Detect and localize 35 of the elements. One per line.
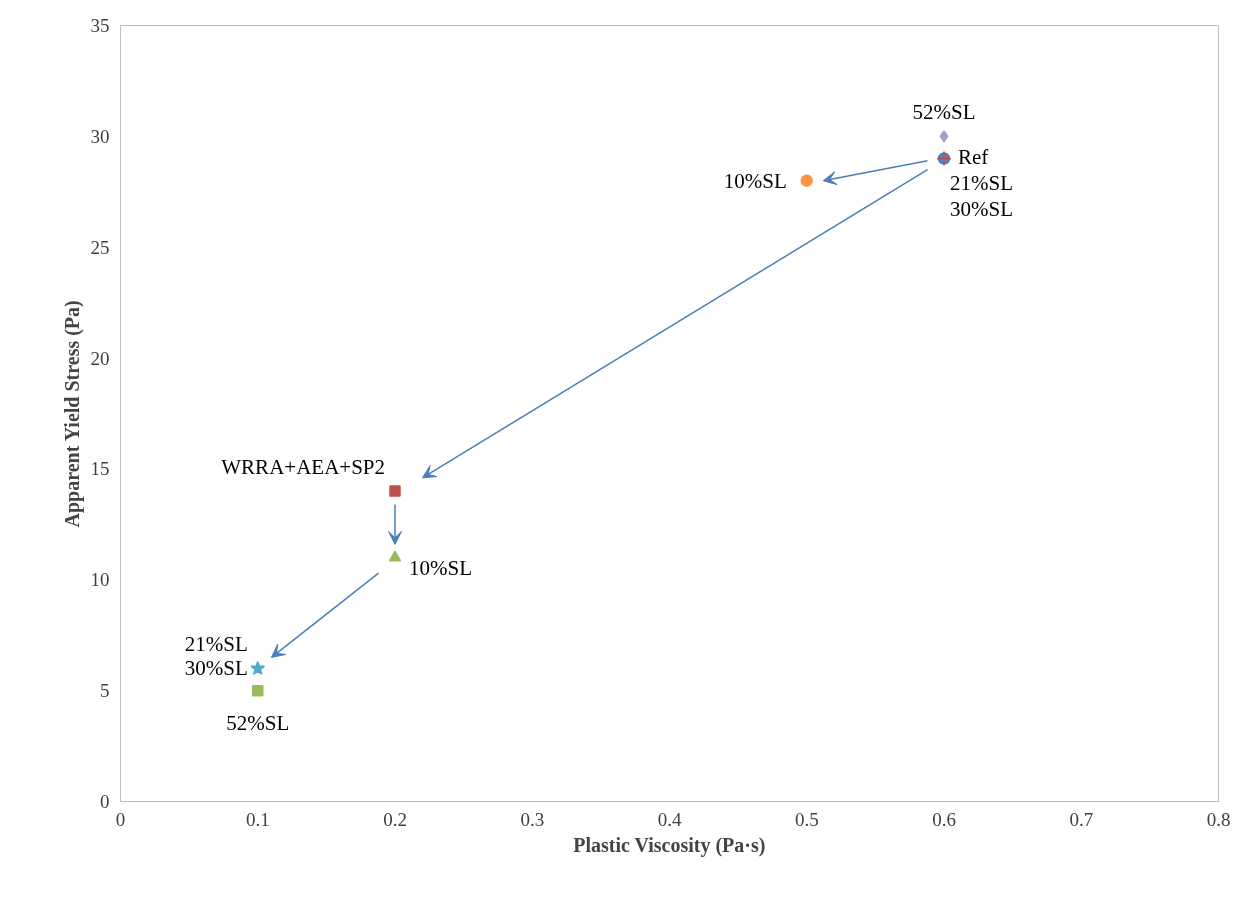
y-tick-label: 35 xyxy=(90,15,110,36)
y-tick-label: 25 xyxy=(90,236,110,258)
y-axis-title: Apparent Yield Stress (Pa) xyxy=(60,300,84,528)
annotation: 52%SL xyxy=(912,100,976,125)
point xyxy=(250,660,266,675)
annotation: 52%SL xyxy=(226,710,290,735)
x-tick-label: 0.8 xyxy=(1206,808,1231,830)
y-tick-label: 15 xyxy=(90,458,110,480)
x-tick-label: 0.6 xyxy=(932,808,956,830)
point xyxy=(389,485,401,497)
x-tick-label: 0.5 xyxy=(794,808,819,830)
x-tick-label: 0.2 xyxy=(383,808,407,830)
annotation: WRRA+AEA+SP2 xyxy=(221,455,386,480)
y-tick-label: 20 xyxy=(90,347,110,369)
point xyxy=(939,130,949,143)
y-tick-label: 5 xyxy=(100,680,110,702)
x-axis-title: Plastic Viscosity (Pa·s) xyxy=(573,833,766,857)
annotation: 21%SL xyxy=(950,170,1013,195)
point xyxy=(388,550,402,562)
y-tick-label: 30 xyxy=(90,125,110,147)
annotation: 10%SL xyxy=(723,168,787,193)
point xyxy=(800,174,813,187)
x-tick-label: 0.3 xyxy=(520,808,545,830)
point xyxy=(252,684,264,697)
annotation: 10%SL xyxy=(409,555,472,580)
y-tick-label: 10 xyxy=(90,569,110,591)
y-tick-label: 0 xyxy=(100,791,110,812)
annotation: 30%SL xyxy=(184,656,248,681)
x-tick-label: 0.7 xyxy=(1069,808,1094,830)
annotation: 30%SL xyxy=(950,196,1013,221)
x-tick-label: 0.1 xyxy=(245,808,270,830)
annotation: Ref xyxy=(958,144,989,169)
x-tick-label: 0 xyxy=(115,808,126,830)
x-tick-label: 0.4 xyxy=(657,808,682,830)
annotation: 21%SL xyxy=(184,632,248,657)
